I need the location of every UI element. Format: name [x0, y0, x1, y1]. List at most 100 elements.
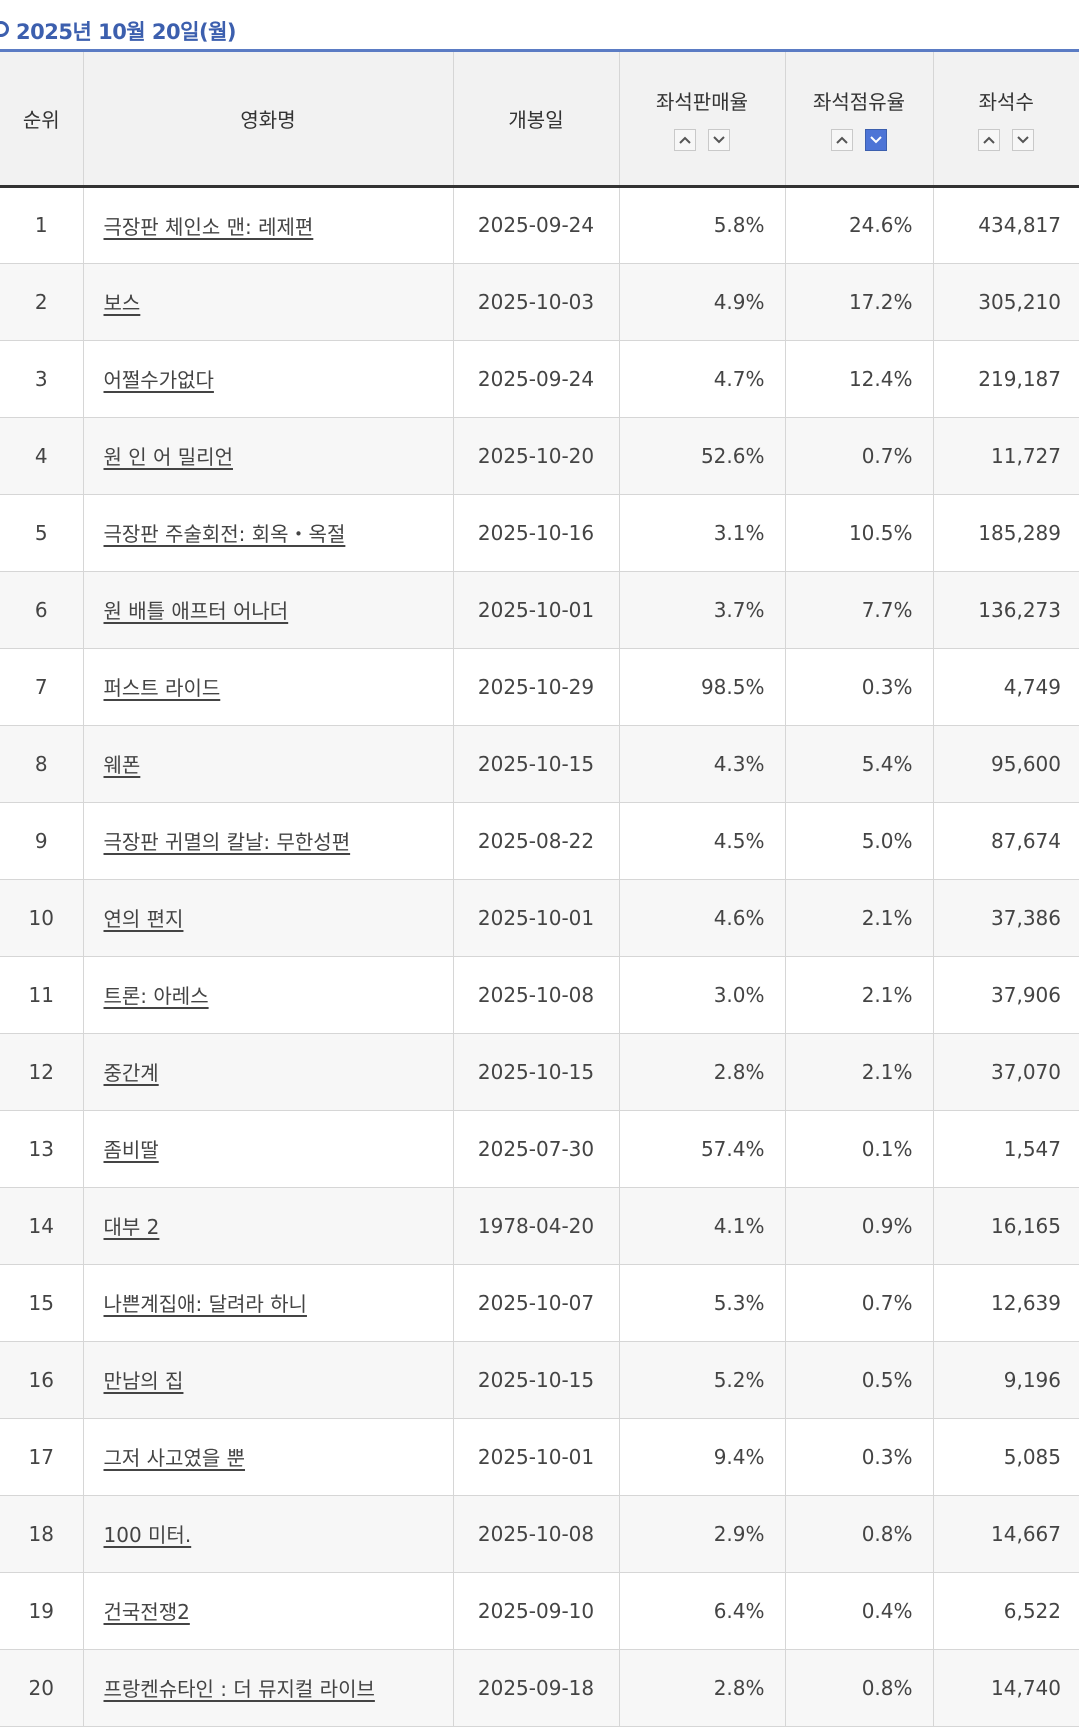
rank-cell: 18 — [0, 1495, 83, 1573]
movie-title-link[interactable]: 웨폰 — [103, 753, 141, 777]
movie-title-cell: 그저 사고였을 뿐 — [82, 1418, 453, 1496]
movie-title-link[interactable]: 100 미터. — [103, 1523, 192, 1547]
table-row: 11 트론: 아레스 2025-10-08 3.0% 2.1% 37,906 — [0, 956, 1079, 1034]
table-row: 8 웨폰 2025-10-15 4.3% 5.4% 95,600 — [0, 725, 1079, 803]
seat-sales-rate-cell: 2.9% — [618, 1495, 785, 1573]
open-date-cell: 2025-10-01 — [452, 1418, 619, 1496]
seat-sales-rate-cell: 4.9% — [618, 263, 785, 341]
movie-title-cell: 원 인 어 밀리언 — [82, 417, 453, 495]
movie-title-link[interactable]: 중간계 — [103, 1061, 159, 1085]
sort-desc-sales-rate-button[interactable] — [708, 128, 730, 151]
chevron-down-icon — [870, 136, 882, 144]
movie-title-link[interactable]: 만남의 집 — [103, 1369, 184, 1393]
chevron-up-icon — [679, 136, 691, 144]
rank-cell: 19 — [0, 1572, 83, 1650]
open-date-cell: 2025-10-01 — [452, 571, 619, 649]
table-row: 15 나쁜계집애: 달려라 하니 2025-10-07 5.3% 0.7% 12,639 — [0, 1264, 1079, 1342]
column-header-seats: 좌석수 — [932, 52, 1079, 188]
seat-share-rate-cell: 5.4% — [784, 725, 933, 803]
movie-title-link[interactable]: 극장판 체인소 맨: 레제편 — [103, 214, 314, 239]
table-row: 16 만남의 집 2025-10-15 5.2% 0.5% 9,196 — [0, 1341, 1079, 1419]
movie-title-link[interactable]: 퍼스트 라이드 — [103, 676, 221, 700]
seat-share-rate-cell: 0.7% — [784, 417, 933, 495]
open-date-cell: 2025-07-30 — [452, 1110, 619, 1188]
movie-title-link[interactable]: 원 인 어 밀리언 — [103, 445, 233, 469]
chevron-up-icon — [983, 136, 995, 144]
sort-asc-sales-rate-button[interactable] — [674, 128, 696, 151]
movie-title-cell: 원 배틀 애프터 어나더 — [82, 571, 453, 649]
table-row: 9 극장판 귀멸의 칼날: 무한성편 2025-08-22 4.5% 5.0% 87,67… — [0, 802, 1079, 880]
seat-sales-rate-cell: 98.5% — [618, 648, 785, 726]
movie-title-link[interactable]: 어쩔수가없다 — [103, 368, 214, 392]
column-header-sales-rate: 좌석판매율 — [618, 52, 785, 188]
seat-share-rate-cell: 10.5% — [784, 494, 933, 572]
movie-title-link[interactable]: 극장판 귀멸의 칼날: 무한성편 — [103, 830, 351, 854]
movie-title-link[interactable]: 그저 사고였을 뿐 — [103, 1446, 246, 1470]
seat-sales-rate-cell: 5.2% — [618, 1341, 785, 1419]
rank-cell: 17 — [0, 1418, 83, 1496]
seat-share-rate-cell: 0.1% — [784, 1110, 933, 1188]
seat-sales-rate-cell: 4.1% — [618, 1187, 785, 1265]
table-row: 19 건국전쟁2 2025-09-10 6.4% 0.4% 6,522 — [0, 1572, 1079, 1650]
seat-count-cell: 185,289 — [932, 494, 1079, 572]
seat-sales-rate-cell: 57.4% — [618, 1110, 785, 1188]
seat-count-cell: 11,727 — [932, 417, 1079, 495]
seat-count-cell: 219,187 — [932, 340, 1079, 418]
rank-cell: 9 — [0, 802, 83, 880]
sort-asc-seats-button[interactable] — [978, 128, 1001, 151]
seat-share-rate-cell: 2.1% — [784, 956, 933, 1034]
rank-cell: 5 — [0, 494, 83, 572]
rank-cell: 4 — [0, 417, 83, 495]
seat-count-cell: 87,674 — [932, 802, 1079, 880]
rank-cell: 16 — [0, 1341, 83, 1419]
table-row: 12 중간계 2025-10-15 2.8% 2.1% 37,070 — [0, 1033, 1079, 1111]
table-row: 4 원 인 어 밀리언 2025-10-20 52.6% 0.7% 11,727 — [0, 417, 1079, 495]
open-date-cell: 2025-09-24 — [452, 340, 619, 418]
sort-asc-share-rate-button[interactable] — [831, 128, 853, 151]
table-row: 5 극장판 주술회전: 회옥・옥절 2025-10-16 3.1% 10.5% 185,2… — [0, 494, 1079, 572]
table-row: 13 좀비딸 2025-07-30 57.4% 0.1% 1,547 — [0, 1110, 1079, 1188]
seat-share-rate-cell: 2.1% — [784, 1033, 933, 1111]
open-date-cell: 2025-09-18 — [452, 1649, 619, 1727]
movie-title-cell: 중간계 — [82, 1033, 453, 1111]
open-date-cell: 2025-10-07 — [452, 1264, 619, 1342]
seat-sales-rate-cell: 4.7% — [618, 340, 785, 418]
seat-count-cell: 136,273 — [932, 571, 1079, 649]
rank-cell: 3 — [0, 340, 83, 418]
table-header-row: 순위 영화명 개봉일 좌석판매율 좌석점유율 — [0, 52, 1079, 188]
table-row: 6 원 배틀 애프터 어나더 2025-10-01 3.7% 7.7% 136,273 — [0, 571, 1079, 649]
seat-sales-rate-cell: 3.1% — [618, 494, 785, 572]
seat-sales-rate-cell: 9.4% — [618, 1418, 785, 1496]
sort-desc-share-rate-button[interactable] — [865, 128, 887, 151]
seat-sales-rate-cell: 2.8% — [618, 1649, 785, 1727]
open-date-cell: 2025-10-15 — [452, 1341, 619, 1419]
seat-share-rate-cell: 2.1% — [784, 879, 933, 957]
movie-title-link[interactable]: 프랑켄슈타인 : 더 뮤지컬 라이브 — [103, 1677, 375, 1701]
movie-title-link[interactable]: 트론: 아레스 — [103, 984, 209, 1008]
movie-title-link[interactable]: 보스 — [103, 291, 141, 315]
movie-title-link[interactable]: 좀비딸 — [103, 1138, 159, 1162]
movie-title-link[interactable]: 연의 편지 — [103, 907, 184, 931]
sort-desc-seats-button[interactable] — [1012, 128, 1035, 151]
movie-title-cell: 만남의 집 — [82, 1341, 453, 1419]
rank-cell: 12 — [0, 1033, 83, 1111]
movie-title-cell: 퍼스트 라이드 — [82, 648, 453, 726]
seat-share-rate-cell: 17.2% — [784, 263, 933, 341]
seat-share-rate-cell: 7.7% — [784, 571, 933, 649]
rank-cell: 14 — [0, 1187, 83, 1265]
movie-title-link[interactable]: 극장판 주술회전: 회옥・옥절 — [103, 522, 346, 546]
circle-bullet-icon — [0, 21, 9, 37]
movie-title-cell: 좀비딸 — [82, 1110, 453, 1188]
seat-count-cell: 1,547 — [932, 1110, 1079, 1188]
table-row: 20 프랑켄슈타인 : 더 뮤지컬 라이브 2025-09-18 2.8% 0.8% 14… — [0, 1649, 1079, 1727]
movie-title-link[interactable]: 원 배틀 애프터 어나더 — [103, 599, 289, 623]
movie-title-link[interactable]: 대부 2 — [103, 1215, 160, 1239]
column-header-title: 영화명 — [82, 52, 453, 188]
movie-title-link[interactable]: 나쁜계집애: 달려라 하니 — [103, 1292, 307, 1316]
open-date-cell: 2025-10-20 — [452, 417, 619, 495]
boxoffice-table: 순위 영화명 개봉일 좌석판매율 좌석점유율 — [0, 52, 1079, 1727]
movie-title-link[interactable]: 건국전쟁2 — [103, 1600, 190, 1624]
table-row: 18 100 미터. 2025-10-08 2.9% 0.8% 14,667 — [0, 1495, 1079, 1573]
seat-share-rate-cell: 0.4% — [784, 1572, 933, 1650]
movie-title-cell: 100 미터. — [82, 1495, 453, 1573]
